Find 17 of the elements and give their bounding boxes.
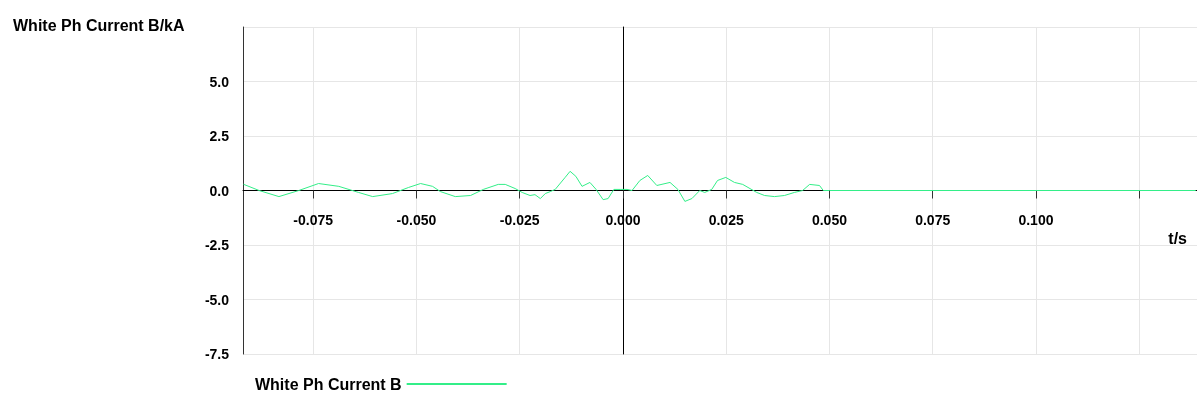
x-axis-title: t/s xyxy=(1168,230,1188,247)
y-tick-label: 2.5 xyxy=(209,128,230,144)
x-tick-label: -0.075 xyxy=(293,211,334,228)
x-tick-label: 0.100 xyxy=(1018,211,1054,228)
y-tick-label: -2.5 xyxy=(204,237,230,253)
y-tick-label: -7.5 xyxy=(204,346,230,362)
line-series xyxy=(243,170,1196,202)
x-tick-label: 0.025 xyxy=(708,211,744,228)
y-tick-label: 0.0 xyxy=(209,182,230,199)
y-axis-title: White Ph Current B/kA xyxy=(13,16,186,34)
x-tick-label: 0.050 xyxy=(811,211,848,228)
x-tick-label: -0.025 xyxy=(499,211,540,228)
text: White Ph Current B xyxy=(254,375,402,393)
x-tick-label: -0.050 xyxy=(396,211,437,228)
y-tick-label: 5.0 xyxy=(209,73,230,90)
y-tick-label: -5.0 xyxy=(204,291,230,308)
x-tick-label: 0.075 xyxy=(915,211,951,228)
